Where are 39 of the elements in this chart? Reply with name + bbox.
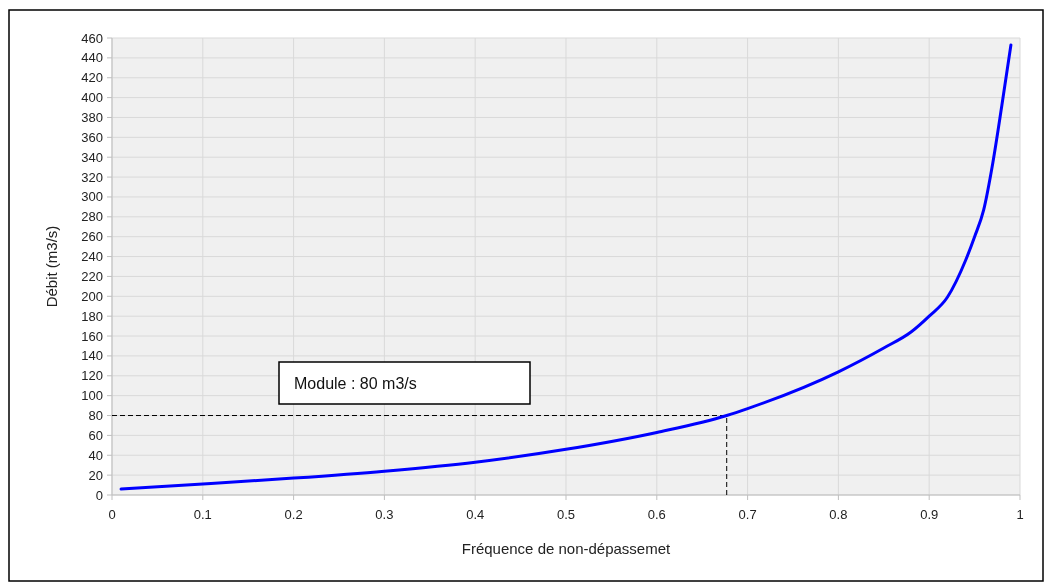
- y-tick-label: 0: [95, 487, 103, 503]
- x-tick-label: 0.7: [738, 507, 757, 522]
- x-axis-title: Fréquence de non-dépassemet: [461, 540, 672, 557]
- y-tick-label: 220: [81, 268, 103, 284]
- x-tick-label: 0.2: [284, 507, 303, 522]
- y-tick-label: 200: [81, 288, 103, 304]
- y-tick-label: 60: [88, 427, 103, 443]
- x-tick-label: 0.3: [375, 507, 394, 522]
- x-tick-label: 1: [1016, 507, 1024, 522]
- y-tick-label: 340: [81, 149, 103, 165]
- y-tick-label: 400: [81, 90, 103, 106]
- y-tick-label: 420: [81, 70, 103, 86]
- x-tick-label: 0.8: [829, 507, 848, 522]
- y-tick-label: 20: [88, 467, 103, 483]
- y-tick-label: 160: [81, 328, 103, 344]
- x-tick-label: 0.1: [193, 507, 212, 522]
- y-tick-label: 120: [81, 368, 103, 384]
- y-tick-label: 140: [81, 348, 103, 364]
- y-tick-label: 360: [81, 129, 103, 145]
- y-tick-label: 380: [81, 109, 103, 125]
- y-axis-title: Débit (m3/s): [43, 225, 60, 308]
- line-series: [119, 43, 1013, 491]
- y-tick-label: 100: [81, 388, 103, 404]
- y-tick-label: 260: [81, 229, 103, 245]
- y-tick-label: 80: [88, 408, 103, 424]
- x-tick-label: 0.6: [647, 507, 666, 522]
- y-tick-label: 40: [88, 447, 103, 463]
- y-tick-label: 320: [81, 169, 103, 185]
- y-tick-label: 240: [81, 249, 103, 265]
- y-tick-label: 180: [81, 308, 103, 324]
- x-tick-label: 0.9: [920, 507, 939, 522]
- x-tick-label: 0.5: [556, 507, 576, 522]
- x-tick-label: 0.4: [466, 507, 485, 522]
- x-tick-label: 0: [108, 507, 116, 522]
- y-tick-label: 440: [81, 50, 103, 66]
- y-tick-label: 300: [81, 189, 103, 205]
- y-tick-label: 460: [81, 30, 103, 46]
- y-tick-label: 280: [81, 209, 103, 225]
- annotation: Module : 80 m3/s: [294, 375, 417, 392]
